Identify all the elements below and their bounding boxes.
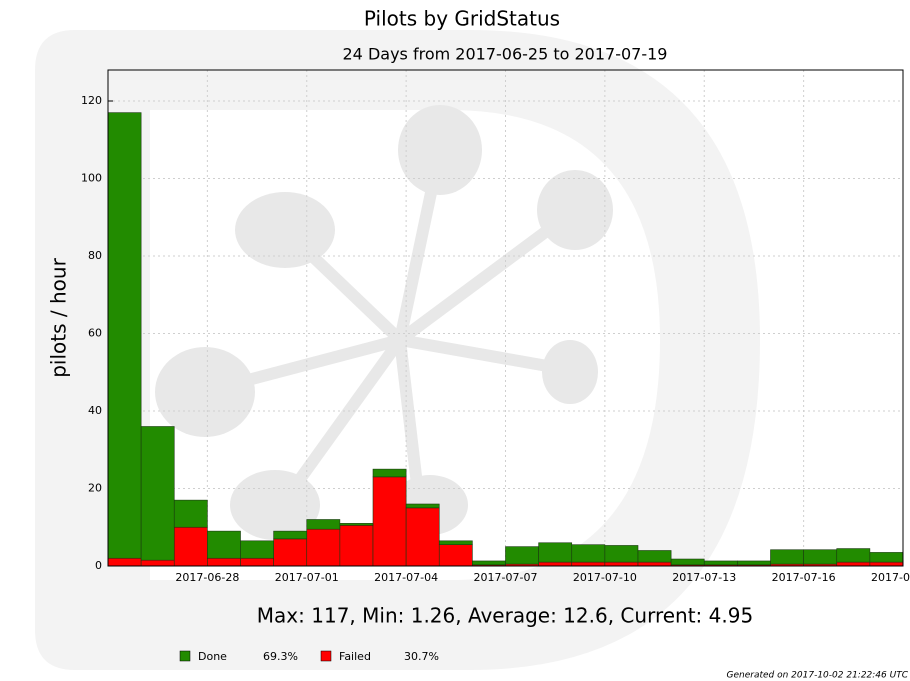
x-tick-label: 2017-07-16 [772, 571, 836, 584]
y-tick-label: 0 [95, 559, 102, 572]
bar-segment [207, 557, 241, 567]
watermark [35, 30, 760, 670]
x-tick-label: 2017-07-10 [573, 571, 637, 584]
bar-segment [637, 561, 672, 567]
bar-segment [173, 499, 208, 528]
bar-segment [438, 540, 473, 545]
bar-segment [107, 557, 142, 567]
x-tick-label: 2017-07-19 [871, 571, 910, 584]
bar-segment [339, 525, 374, 567]
y-tick-label: 120 [81, 94, 102, 107]
bar-segment [273, 538, 308, 567]
bar-segment [173, 526, 208, 567]
legend-label: Done [198, 650, 227, 663]
chart-title: Pilots by GridStatus [364, 7, 560, 31]
bar-segment [836, 548, 871, 563]
bar-segment [240, 557, 274, 567]
bar-segment [803, 549, 838, 565]
bar-segment [505, 546, 539, 565]
x-tick-label: 2017-07-01 [275, 571, 339, 584]
bar-segment [306, 519, 341, 530]
chart-subtitle: 24 Days from 2017-06-25 to 2017-07-19 [343, 45, 668, 64]
legend-share: 30.7% [404, 650, 439, 663]
bar-segment [240, 540, 274, 559]
bar-segment [207, 530, 241, 559]
bar-segment [538, 561, 573, 567]
legend-swatch [320, 650, 332, 662]
bar-segment [538, 542, 573, 563]
bar-segment [571, 544, 606, 563]
bar-segment [770, 549, 804, 565]
bar-segment [637, 550, 672, 563]
bar-segment [869, 561, 904, 567]
x-tick-label: 2017-07-04 [374, 571, 438, 584]
bar-segment [140, 559, 175, 567]
legend-item: Done 69.3% [179, 650, 298, 663]
y-axis-label: pilots / hour [47, 257, 71, 377]
bar-segment [737, 560, 771, 566]
bar-segment [571, 561, 606, 567]
y-tick-label: 80 [88, 249, 102, 262]
bar-segment [306, 528, 341, 567]
y-tick-label: 40 [88, 404, 102, 417]
legend-label: Failed [339, 650, 371, 663]
bar-segment [405, 507, 440, 567]
bar-segment [273, 530, 308, 540]
x-tick-label: 2017-07-13 [672, 571, 736, 584]
bar-segment [472, 560, 506, 566]
x-tick-label: 2017-07-07 [474, 571, 538, 584]
legend-item: Failed 30.7% [320, 650, 439, 663]
bar-segment [869, 552, 904, 563]
bar-segment [107, 112, 142, 559]
bar-segment [836, 561, 871, 567]
plot-frame [107, 69, 904, 567]
y-tick-label: 20 [88, 482, 102, 495]
legend-share: 69.3% [263, 650, 298, 663]
bar-segment [670, 558, 705, 566]
bar-segment [604, 545, 639, 563]
bar-segment [372, 476, 407, 567]
bar-segment [438, 544, 473, 567]
bar-segment [604, 561, 639, 567]
bar-segment [703, 560, 738, 566]
legend-swatch [179, 650, 191, 662]
bar-segment [339, 523, 374, 526]
footer: Generated on 2017-10-02 21:22:46 UTC [727, 671, 909, 681]
summary: Max: 117, Min: 1.26, Average: 12.6, Curr… [257, 604, 753, 628]
bar-segment [405, 503, 440, 509]
y-tick-label: 100 [81, 172, 102, 185]
bar-segment [372, 468, 407, 478]
x-tick-label: 2017-06-28 [175, 571, 239, 584]
y-tick-label: 60 [88, 327, 102, 340]
bar-segment [140, 426, 175, 561]
